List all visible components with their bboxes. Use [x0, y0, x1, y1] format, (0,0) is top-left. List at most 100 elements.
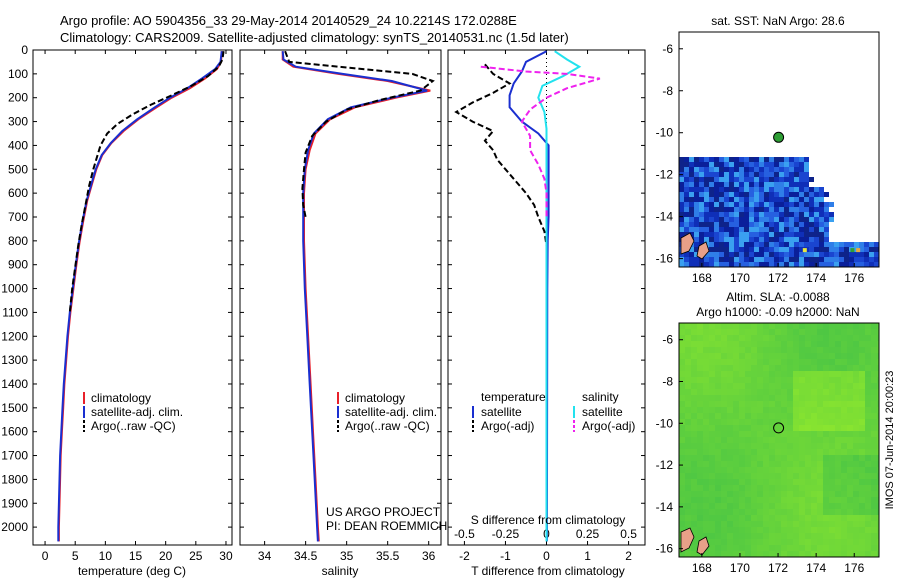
sst-cell: [759, 202, 764, 207]
sst-cell: [779, 157, 784, 162]
sla-cell: [865, 443, 871, 449]
sla-cell: [859, 491, 865, 497]
sst-cell: [809, 187, 814, 192]
sla-cell: [811, 527, 817, 533]
sla-cell: [775, 455, 781, 461]
sst-cell: [769, 252, 774, 257]
sla-cell: [769, 449, 775, 455]
sst-cell: [739, 232, 744, 237]
sst-cell: [684, 212, 689, 217]
sla-cell: [865, 533, 871, 539]
sla-cell: [691, 425, 697, 431]
s-tick-label: 0.25: [576, 527, 600, 541]
sla-cell: [733, 497, 739, 503]
sla-cell: [679, 473, 685, 479]
sla-cell: [847, 329, 853, 335]
sst-cell: [789, 247, 794, 252]
sla-cell: [853, 419, 859, 425]
sla-cell: [817, 377, 823, 383]
sst-cell: [734, 262, 739, 267]
sla-cell: [709, 473, 715, 479]
sst-cell: [844, 257, 849, 262]
sla-cell: [841, 407, 847, 413]
sst-cell: [789, 222, 794, 227]
sla-cell: [745, 515, 751, 521]
sla-cell: [703, 419, 709, 425]
sla-cell: [721, 527, 727, 533]
sla-cell: [709, 407, 715, 413]
sla-cell: [799, 515, 805, 521]
sla-cell: [685, 353, 691, 359]
sst-cell: [729, 182, 734, 187]
sla-cell: [691, 497, 697, 503]
sst-cell: [809, 197, 814, 202]
sla-cell: [703, 395, 709, 401]
sla-cell: [793, 479, 799, 485]
sla-cell: [745, 509, 751, 515]
sst-cell: [689, 257, 694, 262]
sla-cell: [685, 461, 691, 467]
sla-cell: [709, 377, 715, 383]
sla-cell: [757, 347, 763, 353]
sst-cell: [789, 242, 794, 247]
sst-cell: [749, 187, 754, 192]
sla-cell: [715, 551, 721, 557]
sla-cell: [721, 467, 727, 473]
sla-cell: [727, 353, 733, 359]
sst-cell: [719, 177, 724, 182]
sst-cell: [714, 252, 719, 257]
sla-cell: [733, 521, 739, 527]
sla-cell: [709, 461, 715, 467]
sla-cell: [745, 353, 751, 359]
sla-cell: [811, 329, 817, 335]
sla-cell: [769, 509, 775, 515]
sla-cell: [691, 347, 697, 353]
sst-cell: [699, 217, 704, 222]
sla-cell: [859, 515, 865, 521]
sst-cell: [814, 207, 819, 212]
sla-cell: [871, 365, 877, 371]
sla-cell: [757, 323, 763, 329]
sst-cell: [699, 257, 704, 262]
sla-cell: [709, 455, 715, 461]
sla-cell: [871, 419, 877, 425]
sla-cell: [697, 401, 703, 407]
sla-cell: [721, 545, 727, 551]
sst-cell: [729, 187, 734, 192]
sla-cell: [739, 539, 745, 545]
sst-cell: [714, 242, 719, 247]
sla-cell: [727, 323, 733, 329]
sst-cell: [729, 207, 734, 212]
y-tick-label: 500: [8, 162, 28, 176]
sla-cell: [853, 485, 859, 491]
map-x-tick-label: 170: [730, 271, 750, 285]
sst-cell: [709, 247, 714, 252]
sla-cell: [745, 533, 751, 539]
sst-cell: [784, 162, 789, 167]
sla-cell: [715, 455, 721, 461]
sst-cell: [789, 197, 794, 202]
sla-cell: [739, 335, 745, 341]
series-line-satellite: [508, 50, 550, 542]
sla-cell: [721, 347, 727, 353]
map-y-tick-label: -14: [656, 500, 674, 514]
sst-cell: [719, 197, 724, 202]
sla-cell: [841, 461, 847, 467]
sst-cell: [709, 232, 714, 237]
sst-cell: [754, 162, 759, 167]
sla-cell: [739, 545, 745, 551]
sla-cell: [679, 521, 685, 527]
sla-cell: [793, 545, 799, 551]
sla-cell: [871, 383, 877, 389]
sla-cell: [847, 497, 853, 503]
sst-cell: [844, 252, 849, 257]
sst-cell: [734, 247, 739, 252]
sla-cell: [685, 395, 691, 401]
sla-cell: [739, 533, 745, 539]
sla-cell: [799, 551, 805, 557]
sla-cell: [697, 491, 703, 497]
sst-cell: [779, 207, 784, 212]
sst-cell: [814, 232, 819, 237]
sla-cell: [793, 443, 799, 449]
sla-cell: [829, 449, 835, 455]
